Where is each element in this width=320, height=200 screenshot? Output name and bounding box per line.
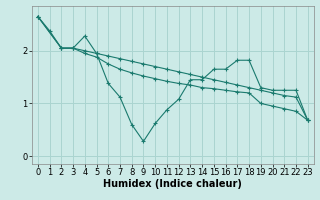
- X-axis label: Humidex (Indice chaleur): Humidex (Indice chaleur): [103, 179, 242, 189]
